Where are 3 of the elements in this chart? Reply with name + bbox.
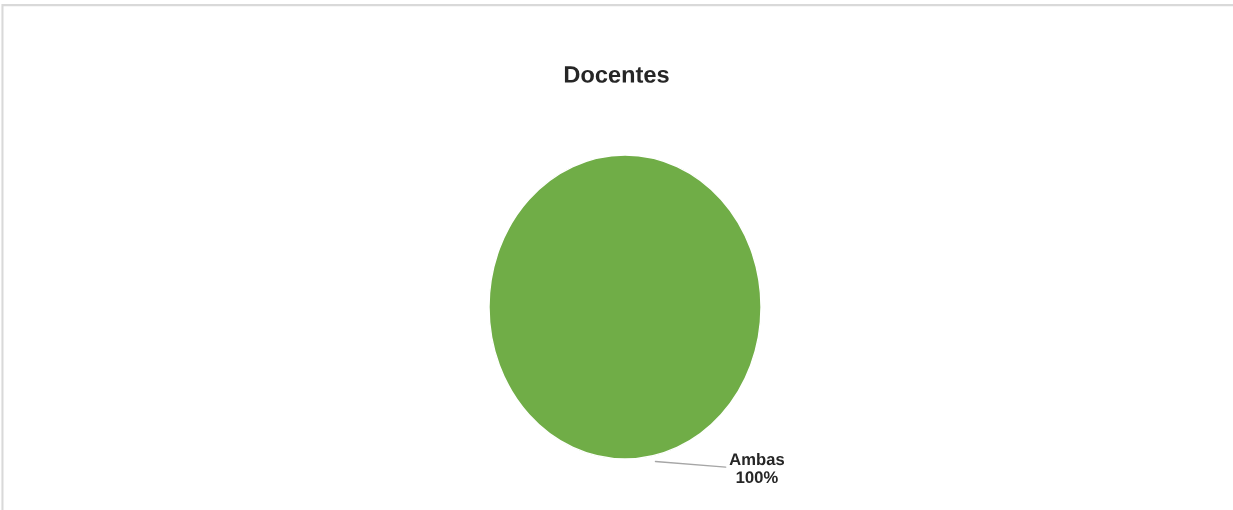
chart-title: Docentes bbox=[564, 66, 669, 83]
data-label: 100% bbox=[736, 471, 778, 484]
slice-label: Ambas bbox=[729, 452, 785, 466]
